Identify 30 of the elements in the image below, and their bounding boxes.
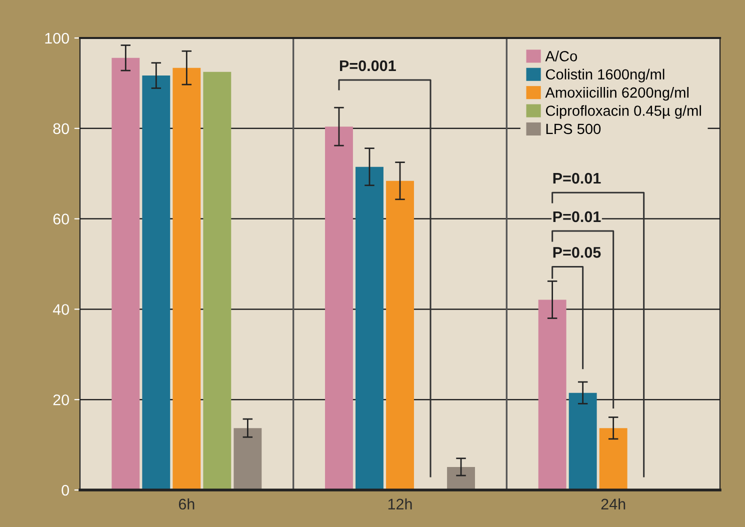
annotation: P=0.05 bbox=[553, 247, 601, 258]
annotation: P=0.01 bbox=[553, 172, 601, 184]
bar bbox=[568, 392, 597, 490]
legend-label: Colistin 1600ng/ml bbox=[546, 68, 664, 82]
legend-label: Ciprofloxacin 0.45µ g/ml bbox=[546, 105, 701, 119]
annotation: P=0.001 bbox=[340, 60, 396, 72]
legend-label: Amoxiicillin 6200ng/ml bbox=[545, 87, 689, 101]
y-tick-label: 80 bbox=[53, 123, 69, 134]
bar bbox=[112, 58, 140, 490]
y-tick-label: 60 bbox=[53, 214, 69, 224]
y-tick-label: 100 bbox=[45, 32, 69, 44]
annotation: P=0.01 bbox=[553, 211, 601, 222]
bar bbox=[325, 126, 353, 490]
y-tick-label: 0 bbox=[62, 484, 69, 496]
bar bbox=[356, 166, 384, 490]
y-tick-label: 40 bbox=[52, 304, 69, 315]
x-tick-label: 24h bbox=[601, 498, 626, 510]
bar bbox=[172, 68, 201, 490]
x-tick-label: 12h bbox=[388, 498, 412, 510]
legend-label: LPS 500 bbox=[546, 124, 601, 134]
legend-label: A/Co bbox=[545, 50, 578, 62]
bar bbox=[142, 76, 170, 490]
y-tick-label: 20 bbox=[53, 394, 69, 406]
bar bbox=[386, 180, 414, 490]
bar bbox=[203, 72, 232, 490]
bar bbox=[599, 428, 628, 490]
bar bbox=[538, 300, 566, 490]
bar bbox=[234, 428, 262, 490]
x-tick-label: 6h bbox=[178, 498, 194, 510]
bar bbox=[447, 466, 475, 490]
